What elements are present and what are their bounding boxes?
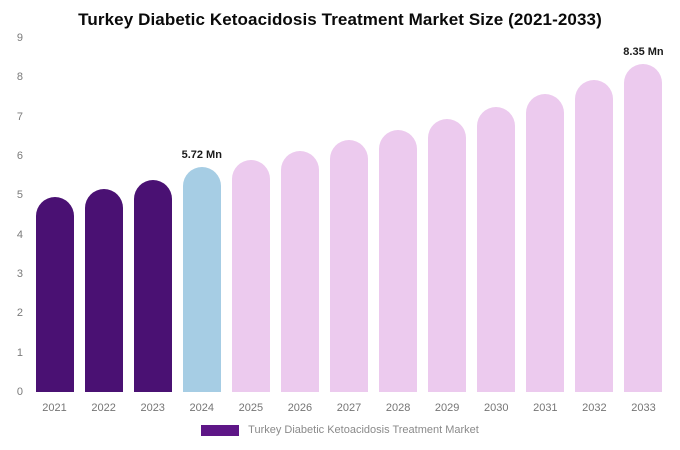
y-tick-label: 2 (16, 307, 23, 320)
x-tick-label: 2030 (484, 402, 509, 414)
x-tick-label: 2033 (631, 402, 656, 414)
bar-2029 (428, 118, 467, 392)
chart-title: Turkey Diabetic Ketoacidosis Treatment M… (78, 10, 602, 29)
bar-value-label: 5.72 Mn (181, 149, 222, 162)
bar-column (30, 38, 79, 392)
bar-column (275, 38, 324, 392)
y-tick-label: 8 (16, 71, 23, 84)
bar-column (324, 38, 373, 392)
bar-column (472, 38, 521, 392)
x-tick-label: 2028 (385, 402, 411, 414)
x-tick-label: 2022 (91, 402, 116, 414)
x-tick-label: 2027 (336, 402, 362, 414)
bar-2032 (575, 80, 614, 392)
y-tick-label: 1 (16, 346, 23, 359)
x-tick-label: 2029 (434, 402, 460, 414)
y-tick-label: 9 (16, 32, 23, 44)
bar-column (374, 38, 423, 392)
y-tick-label: 4 (16, 228, 23, 241)
x-tick-label: 2025 (238, 402, 264, 414)
bar-column (570, 38, 619, 392)
legend-label: Turkey Diabetic Ketoacidosis Treatment M… (248, 424, 479, 436)
y-axis: 0 1 2 3 4 5 6 7 8 9 (8, 32, 26, 398)
bar-2033 (624, 63, 663, 392)
y-tick-label: 6 (16, 150, 23, 162)
bar-2024 (182, 167, 221, 392)
bar-column (79, 38, 128, 392)
bar-2023 (133, 179, 172, 392)
bar-column (128, 38, 177, 392)
y-tick-label: 0 (16, 386, 23, 398)
bar-2031 (526, 94, 565, 392)
bar-value-label: 8.35 Mn (623, 45, 664, 58)
x-tick-label: 2032 (582, 402, 607, 414)
bar-column (521, 38, 570, 392)
bar-column (226, 38, 275, 392)
x-tick-label: 2023 (140, 402, 165, 414)
bar-2027 (330, 140, 368, 392)
x-tick-label: 2031 (533, 402, 558, 414)
x-axis: 2021 2022 2023 2024 2025 2026 2027 2028 2029 2030… (30, 394, 668, 416)
y-tick-label: 7 (16, 110, 23, 123)
bar-2022 (84, 188, 123, 392)
plot-area: 5.72 Mn 8.35 Mn (30, 38, 668, 392)
bar-2026 (280, 150, 319, 392)
bar-column (423, 38, 472, 392)
legend: Turkey Diabetic Ketoacidosis Treatment M… (8, 416, 672, 444)
bar-2030 (477, 106, 516, 392)
bar-column: 8.35 Mn (619, 38, 668, 392)
bar-2028 (379, 129, 418, 392)
legend-swatch (201, 424, 240, 436)
y-tick-label: 5 (16, 189, 23, 202)
x-tick-label: 2021 (42, 402, 67, 414)
bar-2021 (35, 196, 74, 392)
x-tick-label: 2024 (189, 402, 215, 414)
bar-2025 (231, 159, 270, 392)
bar-column: 5.72 Mn (177, 38, 226, 392)
y-tick-label: 3 (16, 268, 23, 280)
x-tick-label: 2026 (287, 402, 313, 414)
